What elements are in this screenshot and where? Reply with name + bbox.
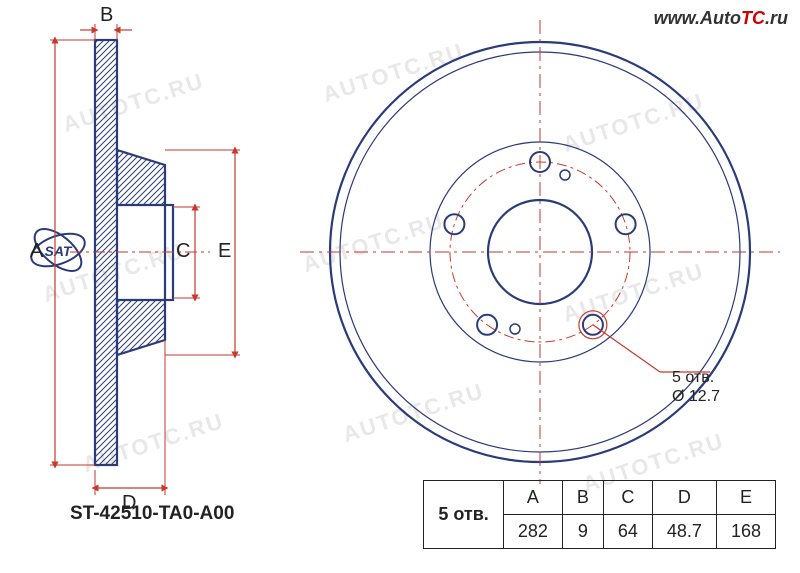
col-b: B — [562, 481, 603, 515]
col-e: E — [716, 481, 775, 515]
val-e: 168 — [716, 515, 775, 549]
val-d: 48.7 — [652, 515, 716, 549]
bolt-hole-note: 5 отв. Ø 12.7 — [672, 368, 720, 406]
dim-label-e: E — [218, 240, 231, 263]
dimension-table: 5 отв. A B C D E 282 9 64 48.7 168 — [423, 480, 776, 549]
col-c: C — [603, 481, 652, 515]
dim-label-b: B — [100, 4, 113, 27]
table-row: 5 отв. A B C D E — [424, 481, 776, 515]
table-header-label: 5 отв. — [424, 481, 503, 549]
part-number: ST-42510-TA0-A00 — [70, 503, 234, 525]
col-d: D — [652, 481, 716, 515]
val-b: 9 — [562, 515, 603, 549]
hole-count: 5 отв. — [672, 368, 720, 387]
front-view — [300, 20, 780, 484]
dim-label-c: C — [176, 240, 190, 263]
val-c: 64 — [603, 515, 652, 549]
dim-label-a: A — [30, 240, 43, 263]
hole-diameter: Ø 12.7 — [672, 387, 720, 406]
val-a: 282 — [503, 515, 562, 549]
col-a: A — [503, 481, 562, 515]
